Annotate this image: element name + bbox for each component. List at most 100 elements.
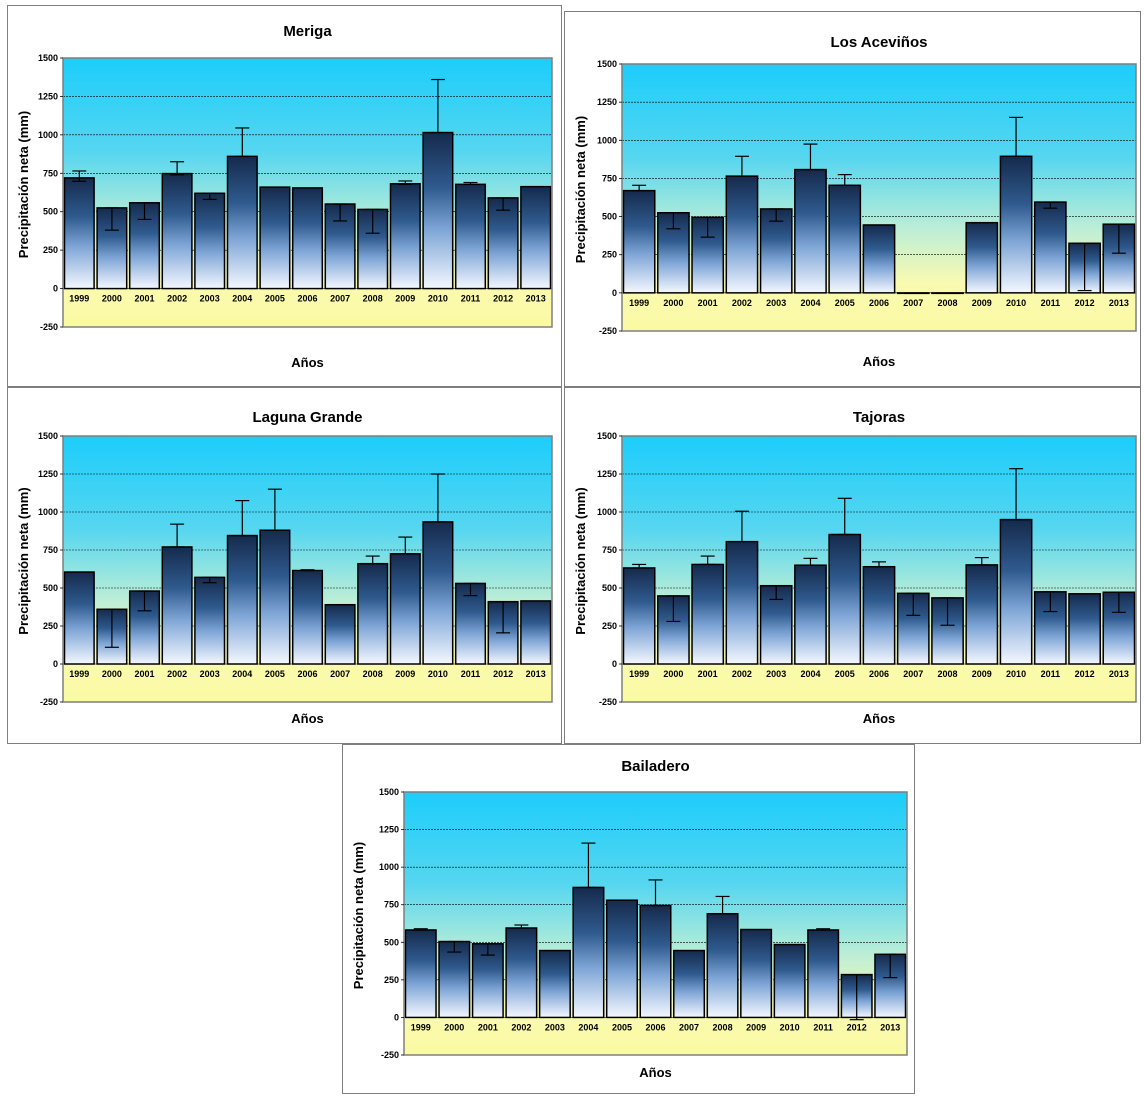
bar-2011 [454, 582, 487, 665]
y-axis-label: Precipitación neta (mm) [573, 116, 588, 263]
chart-panel-bailadero: 1999 2000 2001 2002 2003 2004 2005 2006 2007 2008… [342, 744, 915, 1094]
y-tick-label: 1000 [38, 130, 58, 140]
bar-2005 [605, 899, 638, 1019]
y-tick-label: 250 [43, 245, 58, 255]
x-tick-label: 2009 [972, 298, 992, 308]
x-tick-label: 2010 [428, 669, 448, 679]
y-tick-label: 1000 [597, 507, 617, 517]
error-bar-1999 [632, 184, 647, 192]
bar-1999 [404, 929, 437, 1019]
y-axis-label: Precipitación neta (mm) [573, 487, 588, 634]
y-tick-label: 1000 [597, 135, 617, 145]
x-tick-label: 1999 [629, 298, 649, 308]
x-tick-label: 2010 [780, 1022, 800, 1032]
bar-2002 [725, 540, 759, 665]
bar-2011 [454, 183, 487, 290]
x-axis-label: Años [863, 354, 896, 369]
bar-2008 [706, 912, 739, 1019]
y-axis-label: Precipitación neta (mm) [16, 111, 31, 258]
y-tick-label: 1500 [38, 53, 58, 63]
x-tick-label: 2002 [511, 1022, 531, 1032]
y-tick-label: 1000 [379, 862, 399, 872]
chart-svg: 1999 2000 2001 2002 2003 2004 2005 2006 2007 2008… [16, 23, 553, 370]
x-tick-label: 2011 [1041, 669, 1061, 679]
error-bar-2008 [940, 597, 955, 626]
bar-2002 [161, 172, 193, 290]
bar-2004 [226, 155, 258, 290]
error-bar-2008 [365, 555, 380, 565]
plot-border [62, 57, 553, 328]
x-tick-label: 2006 [869, 669, 889, 679]
plot-border [62, 435, 553, 703]
bar-1999 [622, 567, 656, 665]
x-tick-label: 2001 [478, 1022, 498, 1032]
bar-2007 [673, 949, 706, 1019]
y-tick-label: 750 [602, 173, 617, 183]
bar-2004 [794, 564, 827, 665]
chart-panel-laguna-grande: 1999 2000 2001 2002 2003 2004 2005 2006 2007 2008… [7, 387, 562, 744]
error-bar-2006 [300, 569, 315, 572]
x-tick-label: 2013 [526, 669, 546, 679]
y-tick-label: 1250 [597, 469, 617, 479]
y-tick-label: 1250 [38, 91, 58, 101]
error-bar-2004 [803, 557, 818, 566]
y-tick-label: 1250 [379, 825, 399, 835]
bar-2012 [1068, 593, 1101, 665]
error-bar-2011 [463, 181, 478, 185]
x-tick-label: 2013 [1109, 669, 1129, 679]
error-bar-2005 [837, 174, 852, 186]
error-bar-2009 [398, 180, 413, 185]
error-bar-2011 [1043, 201, 1058, 209]
x-tick-label: 2006 [869, 298, 889, 308]
bar-2009 [965, 221, 999, 294]
chart-panel-los-acevinos: 1999 2000 2001 2002 2003 2004 2005 2006 2007 2008… [564, 11, 1141, 387]
bar-2006 [862, 565, 896, 665]
x-tick-label: 2005 [265, 294, 285, 304]
error-bar-2003 [769, 585, 784, 600]
error-bar-2008 [715, 895, 730, 915]
bar-2006 [639, 904, 672, 1019]
error-bar-2002 [170, 523, 185, 548]
error-bar-2002 [170, 161, 185, 176]
y-tick-label: 1250 [597, 97, 617, 107]
bar-2010 [422, 131, 454, 290]
bar-2011 [807, 929, 840, 1019]
chart-title: Tajoras [853, 409, 905, 426]
chart-title: Laguna Grande [252, 409, 362, 426]
x-tick-label: 2010 [1006, 298, 1026, 308]
error-bar-2010 [1009, 116, 1024, 157]
bar-2007 [324, 603, 356, 665]
bar-2004 [794, 168, 827, 294]
x-tick-label: 2000 [444, 1022, 464, 1032]
x-tick-label: 1999 [629, 669, 649, 679]
error-bar-2005 [267, 488, 282, 531]
error-bar-2012 [496, 601, 511, 634]
error-bar-2000 [666, 595, 681, 623]
x-tick-label: 2000 [663, 298, 683, 308]
y-tick-label: 250 [602, 621, 617, 631]
x-tick-label: 2006 [645, 1022, 665, 1032]
bar-2009 [389, 553, 421, 665]
x-tick-label: 2008 [938, 669, 958, 679]
error-bar-2005 [837, 497, 852, 536]
error-bar-2002 [734, 510, 749, 543]
error-bar-2012 [496, 197, 511, 211]
bar-2005 [828, 184, 862, 294]
y-tick-label: 0 [612, 659, 617, 669]
bar-2005 [828, 533, 862, 665]
y-tick-label: 0 [394, 1012, 399, 1022]
error-bar-2006 [648, 879, 663, 907]
bar-2006 [291, 569, 324, 665]
bar-2010 [999, 155, 1033, 294]
error-bar-2010 [430, 78, 445, 134]
bar-2000 [657, 595, 690, 665]
x-tick-label: 2009 [746, 1022, 766, 1032]
error-bar-2004 [803, 143, 818, 171]
bar-2013 [874, 953, 907, 1019]
y-tick-label: 250 [602, 250, 617, 260]
error-bar-1999 [72, 170, 87, 182]
x-tick-label: 2007 [903, 669, 923, 679]
x-axis-label: Años [863, 711, 896, 726]
y-tick-label: 750 [43, 168, 58, 178]
y-tick-label: 1500 [597, 59, 617, 69]
